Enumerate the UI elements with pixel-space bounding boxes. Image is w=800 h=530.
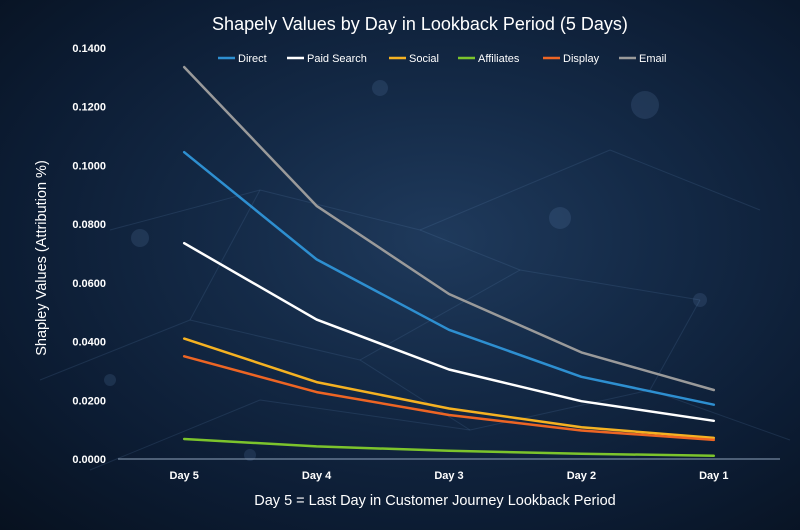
legend-label: Social <box>409 53 439 65</box>
background-network-decoration <box>39 80 791 471</box>
y-tick-label: 0.0200 <box>72 395 106 407</box>
x-tick-label: Day 5 <box>170 470 199 482</box>
series-line-direct <box>182 150 716 406</box>
series-line-display <box>182 355 716 442</box>
x-tick-label: Day 2 <box>567 470 596 482</box>
y-tick-label: 0.0400 <box>72 337 106 349</box>
y-tick-label: 0.0600 <box>72 278 106 290</box>
chart-title: Shapely Values by Day in Lookback Period… <box>212 14 628 34</box>
legend-label: Affiliates <box>478 53 520 65</box>
legend-label: Direct <box>238 53 267 65</box>
y-tick-label: 0.1400 <box>72 43 106 55</box>
legend-label: Email <box>639 53 667 65</box>
x-axis-title: Day 5 = Last Day in Customer Journey Loo… <box>254 493 615 509</box>
y-tick-label: 0.0800 <box>72 219 106 231</box>
legend: Direct Paid Search Social Affiliates Display… <box>218 53 667 65</box>
series-line-affiliates <box>182 437 716 458</box>
x-tick-label: Day 1 <box>699 470 728 482</box>
x-tick-label: Day 3 <box>434 470 463 482</box>
series-lines <box>182 65 716 458</box>
y-tick-label: 0.0000 <box>72 454 106 466</box>
legend-label: Display <box>563 53 600 65</box>
series-line-email <box>182 65 716 392</box>
y-tick-label: 0.1000 <box>72 160 106 172</box>
y-axis-title: Shapley Values (Attribution %) <box>34 160 50 356</box>
x-axis-ticks: Day 5 Day 4 Day 3 Day 2 Day 1 <box>170 470 729 482</box>
series-line-paid-search <box>182 241 716 423</box>
y-axis-ticks: 0.0000 0.0200 0.0400 0.0600 0.0800 0.1000 0.12… <box>72 43 106 466</box>
y-tick-label: 0.1200 <box>72 102 106 114</box>
chart-frame: Shapely Values by Day in Lookback Period… <box>34 14 780 509</box>
x-tick-label: Day 4 <box>302 470 332 482</box>
legend-label: Paid Search <box>307 53 367 65</box>
